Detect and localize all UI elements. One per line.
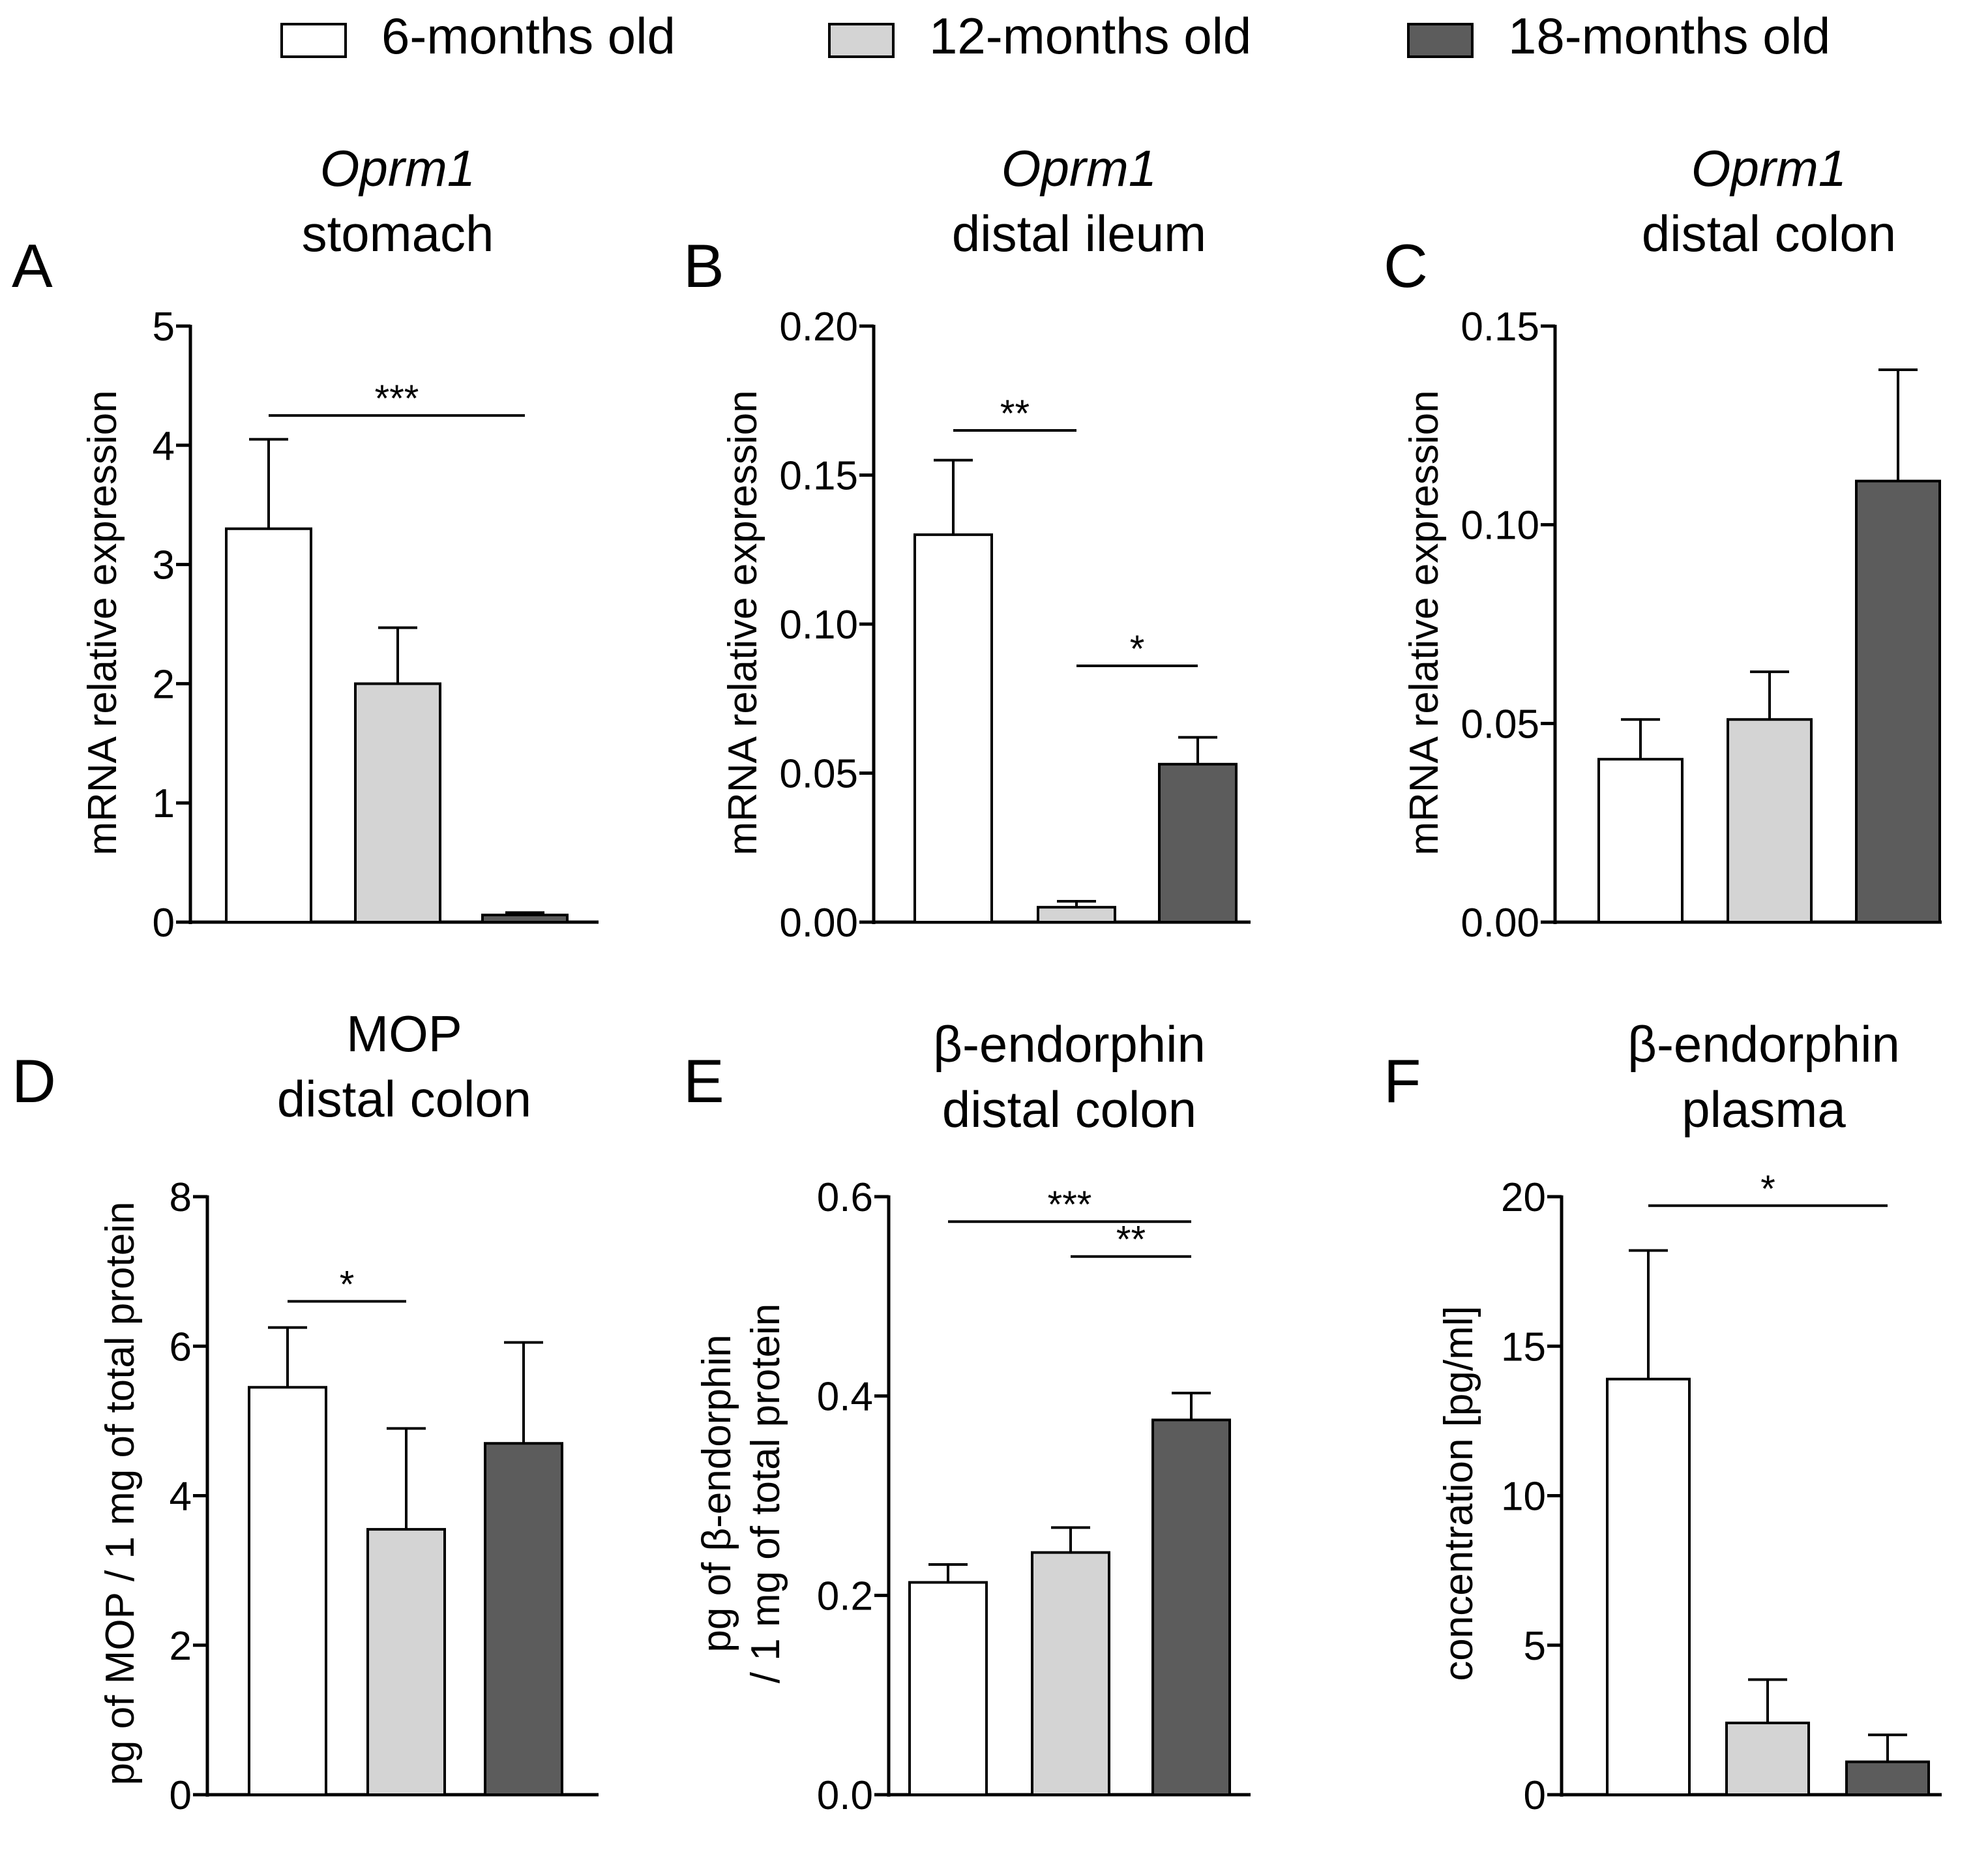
y-tick-label: 0.05 (1461, 702, 1539, 747)
bar-2 (1037, 906, 1116, 924)
y-tick-label: 0.05 (779, 752, 858, 797)
panel-f: Fβ-endorphin plasma concentration [pg/ml] 0… (1384, 1015, 1942, 1818)
bar-2 (1031, 1551, 1110, 1796)
y-tick-label: 3 (153, 543, 175, 588)
bar-3 (1845, 1760, 1930, 1796)
chart-title-line2: distal ileum (952, 205, 1206, 262)
y-tick-label: 20 (1501, 1175, 1546, 1220)
legend-swatch-2 (828, 23, 895, 58)
y-tick-label: 10 (1501, 1474, 1546, 1519)
bar-2 (1725, 1721, 1810, 1796)
y-tick-label: 15 (1501, 1325, 1546, 1370)
y-axis-label: mRNA relative expression (720, 390, 765, 855)
y-tick-label: 0 (170, 1773, 192, 1818)
panel-e: Eβ-endorphin distal colon pg of β-endorphi… (683, 1015, 1251, 1818)
chart-title-line2: plasma (1682, 1081, 1846, 1138)
chart-title-line1: Oprm1 (320, 140, 475, 197)
panel-d: D MOP distal colon pg of MOP / 1 mg of tota… (12, 1005, 599, 1818)
y-tick-label: 0.0 (817, 1773, 873, 1818)
chart-title-line2: distal colon (942, 1081, 1196, 1138)
bar-3 (481, 914, 569, 923)
panel-c: C Oprm1 distal colon mRNA relative expressi… (1384, 140, 1942, 946)
panel-letter: F (1384, 1047, 1421, 1115)
y-axis-label: mRNA relative expression (80, 390, 125, 855)
legend-swatch-3 (1407, 23, 1474, 58)
panels: A Oprm1 stomach mRNA relative expression 0 1 2… (12, 140, 1942, 1818)
bar-1 (913, 533, 993, 923)
y-tick-label: 0.6 (817, 1175, 873, 1220)
significance-label-1: *** (375, 378, 419, 420)
chart-title-line1: β-endorphin (933, 1015, 1206, 1073)
chart-title-line1: β-endorphin (1627, 1015, 1900, 1073)
significance-label-1: ** (1000, 393, 1030, 435)
legend-label-3: 18-months old (1508, 7, 1830, 65)
bar-1 (1606, 1377, 1691, 1797)
y-axis-label-line2: / 1 mg of total protein (743, 1304, 788, 1683)
y-tick-label: 0.15 (1461, 305, 1539, 350)
bar-3 (1158, 762, 1238, 924)
panel-letter: D (12, 1047, 56, 1115)
chart-title-line2: distal colon (277, 1070, 531, 1128)
bar-1 (225, 527, 312, 923)
chart-title-line2: stomach (302, 205, 494, 262)
chart-title-line1: MOP (346, 1005, 462, 1062)
y-tick-label: 5 (153, 305, 175, 350)
y-axis-label: pg of MOP / 1 mg of total protein (98, 1202, 143, 1786)
chart-title-line1: Oprm1 (1691, 140, 1847, 197)
legend: 6-months old 12-months old 18-months old (280, 7, 1830, 65)
significance-label-2: ** (1116, 1219, 1146, 1261)
panel-letter: B (683, 232, 724, 300)
bar-1 (248, 1386, 327, 1796)
chart-title-line2: distal colon (1642, 205, 1896, 262)
bar-3 (484, 1442, 563, 1796)
y-tick-label: 8 (170, 1175, 192, 1220)
y-tick-label: 2 (153, 662, 175, 707)
y-tick-label: 4 (170, 1474, 192, 1519)
legend-label-2: 12-months old (929, 7, 1251, 65)
significance-label-1: * (340, 1263, 355, 1306)
panel-letter: C (1384, 232, 1428, 300)
bar-2 (354, 682, 441, 924)
y-tick-label: 1 (153, 781, 175, 826)
y-tick-label: 0.00 (1461, 901, 1539, 946)
bar-3 (1151, 1418, 1231, 1796)
y-tick-label: 0.10 (779, 603, 858, 648)
y-tick-label: 0.2 (817, 1574, 873, 1619)
significance-label-1: * (1760, 1168, 1775, 1210)
y-tick-label: 0 (153, 901, 175, 946)
chart-title-line1: Oprm1 (1001, 140, 1157, 197)
y-tick-label: 0.00 (779, 901, 858, 946)
panel-letter: A (12, 232, 53, 300)
y-tick-label: 6 (170, 1325, 192, 1370)
y-tick-label: 0.15 (779, 454, 858, 499)
significance-label-1: *** (1048, 1184, 1092, 1226)
legend-label-1: 6-months old (381, 7, 675, 65)
legend-swatch-1 (280, 23, 347, 58)
panel-b: B Oprm1 distal ileum mRNA relative expressi… (683, 140, 1251, 946)
y-tick-label: 5 (1524, 1624, 1546, 1669)
y-tick-label: 0.10 (1461, 503, 1539, 548)
y-axis-label: concentration [pg/ml] (1436, 1306, 1481, 1681)
y-tick-label: 0.4 (817, 1375, 873, 1420)
bar-3 (1855, 479, 1941, 923)
bar-2 (366, 1528, 446, 1797)
bar-1 (908, 1581, 988, 1797)
y-tick-label: 2 (170, 1624, 192, 1669)
bar-1 (1597, 758, 1684, 923)
y-axis-label-line1: pg of β-endorphin (694, 1334, 739, 1652)
y-tick-label: 0.20 (779, 305, 858, 350)
y-tick-label: 0 (1524, 1773, 1546, 1818)
panel-a: A Oprm1 stomach mRNA relative expression 0 1 2… (12, 140, 599, 946)
y-axis-label: mRNA relative expression (1402, 390, 1447, 855)
panel-letter: E (683, 1047, 724, 1115)
significance-label-2: * (1130, 628, 1145, 670)
y-tick-label: 4 (153, 424, 175, 469)
bar-2 (1727, 718, 1813, 923)
